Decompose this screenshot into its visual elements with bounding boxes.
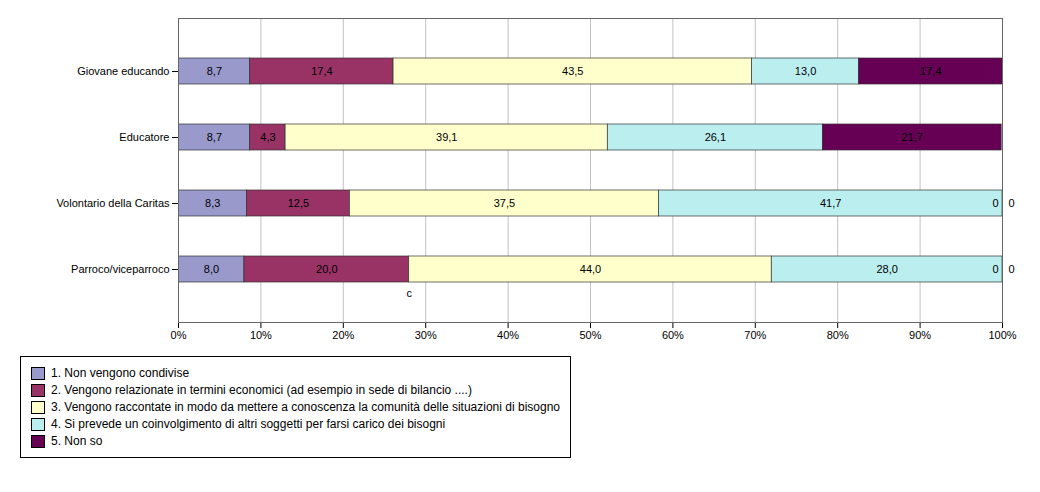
svg-text:13,0: 13,0 xyxy=(795,65,816,77)
html-text:5. Non so: 5. Non so xyxy=(51,434,103,448)
svg-text:70%: 70% xyxy=(744,329,766,341)
html-text:2. Vengono relazionate in term: 2. Vengono relazionate in termini econom… xyxy=(51,383,472,397)
html-text:1. Non vengono condivise: 1. Non vengono condivise xyxy=(51,366,190,380)
svg-text:10%: 10% xyxy=(250,329,272,341)
svg-text:50%: 50% xyxy=(579,329,601,341)
svg-text:0: 0 xyxy=(1009,197,1015,209)
svg-text:0: 0 xyxy=(992,263,998,275)
svg-text:20%: 20% xyxy=(332,329,354,341)
svg-text:37,5: 37,5 xyxy=(494,197,515,209)
svg-text:41,7: 41,7 xyxy=(820,197,841,209)
svg-text:0: 0 xyxy=(992,197,998,209)
svg-text:28,0: 28,0 xyxy=(876,263,897,275)
svg-text:21,7: 21,7 xyxy=(902,131,923,143)
svg-text:43,5: 43,5 xyxy=(562,65,583,77)
svg-text:60%: 60% xyxy=(662,329,684,341)
html-text:3. Vengono raccontate in modo: 3. Vengono raccontate in modo da mettere… xyxy=(51,400,560,414)
svg-text:17,4: 17,4 xyxy=(311,65,332,77)
svg-text:30%: 30% xyxy=(415,329,437,341)
svg-text:Volontario della Caritas: Volontario della Caritas xyxy=(56,197,170,209)
html-text:4. Si prevede un coinvolgiment: 4. Si prevede un coinvolgimento di altri… xyxy=(51,417,446,431)
svg-text:8,0: 8,0 xyxy=(204,263,219,275)
svg-text:c: c xyxy=(406,287,412,299)
svg-text:39,1: 39,1 xyxy=(436,131,457,143)
svg-text:40%: 40% xyxy=(497,329,519,341)
svg-text:44,0: 44,0 xyxy=(580,263,601,275)
svg-text:100%: 100% xyxy=(988,329,1016,341)
svg-text:Educatore: Educatore xyxy=(119,131,169,143)
svg-text:Parroco/viceparroco: Parroco/viceparroco xyxy=(71,263,169,275)
svg-text:80%: 80% xyxy=(827,329,849,341)
svg-text:8,7: 8,7 xyxy=(207,131,222,143)
svg-text:26,1: 26,1 xyxy=(705,131,726,143)
svg-text:8,7: 8,7 xyxy=(207,65,222,77)
svg-text:12,5: 12,5 xyxy=(288,197,309,209)
svg-text:90%: 90% xyxy=(909,329,931,341)
svg-text:0: 0 xyxy=(1009,263,1015,275)
svg-text:Giovane educando: Giovane educando xyxy=(77,65,169,77)
svg-text:17,4: 17,4 xyxy=(920,65,941,77)
svg-text:8,3: 8,3 xyxy=(205,197,220,209)
svg-text:20,0: 20,0 xyxy=(316,263,337,275)
svg-text:4,3: 4,3 xyxy=(260,131,275,143)
svg-text:0%: 0% xyxy=(171,329,187,341)
